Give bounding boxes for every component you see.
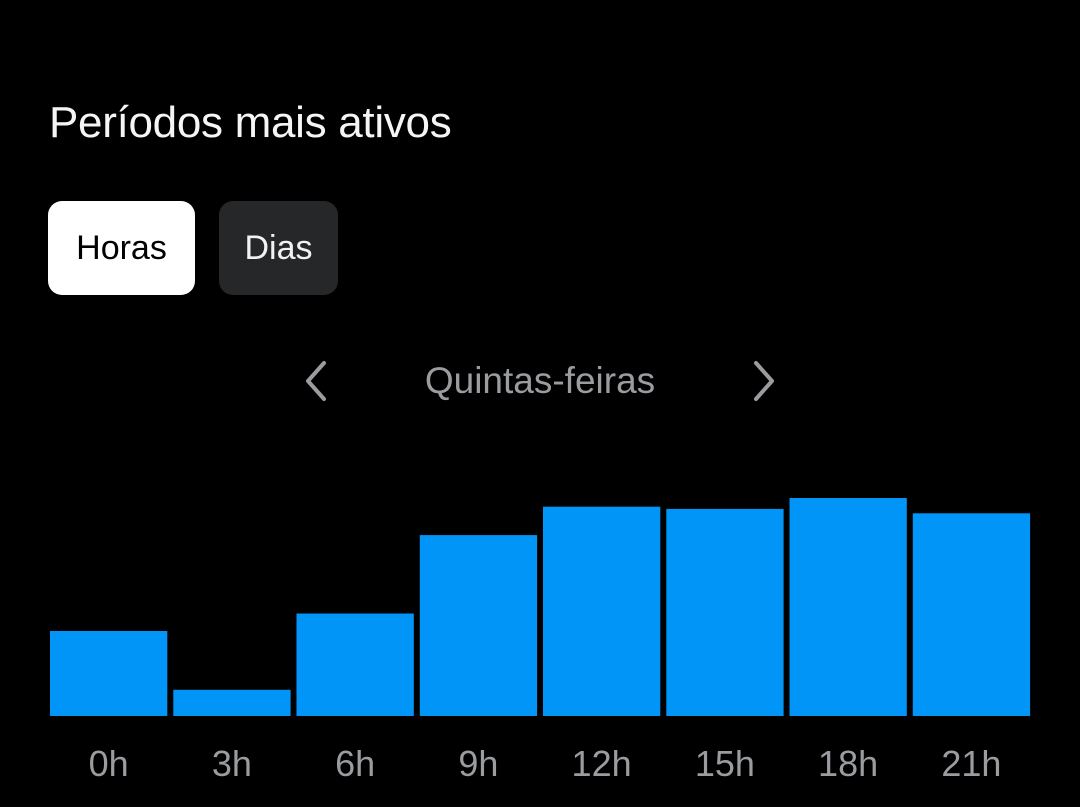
hours-toggle-button[interactable]: Horas <box>48 201 195 295</box>
x-tick-label: 0h <box>89 743 129 784</box>
x-tick-label: 18h <box>818 743 878 784</box>
bar-3h <box>173 689 291 716</box>
day-navigator: Quintas-feiras <box>0 350 1080 414</box>
previous-day-button[interactable] <box>292 356 342 406</box>
bar-0h <box>50 631 168 716</box>
period-toggle-group: Horas Dias <box>48 201 338 295</box>
bar-6h <box>296 613 414 716</box>
chevron-right-icon <box>754 361 774 401</box>
activity-bar-chart: 0h 3h 6h 9h 12h 15h 18h 21h <box>50 498 1031 784</box>
bar-18h <box>789 498 907 716</box>
x-tick-label: 9h <box>458 743 498 784</box>
bar-21h <box>912 513 1031 716</box>
next-day-button[interactable] <box>738 356 788 406</box>
bar-15h <box>666 508 784 716</box>
bar-12h <box>543 506 661 716</box>
chevron-left-icon <box>306 361 326 401</box>
x-tick-label: 3h <box>212 743 252 784</box>
x-tick-label: 15h <box>695 743 755 784</box>
day-label: Quintas-feiras <box>424 360 656 401</box>
bar-group <box>50 498 1031 716</box>
x-tick-label: 6h <box>335 743 375 784</box>
page-title: Períodos mais ativos <box>49 98 452 147</box>
x-tick-label: 12h <box>572 743 632 784</box>
days-toggle-button[interactable]: Dias <box>219 201 338 295</box>
bar-9h <box>419 535 538 716</box>
x-tick-labels: 0h 3h 6h 9h 12h 15h 18h 21h <box>89 743 1002 784</box>
x-tick-label: 21h <box>941 743 1001 784</box>
